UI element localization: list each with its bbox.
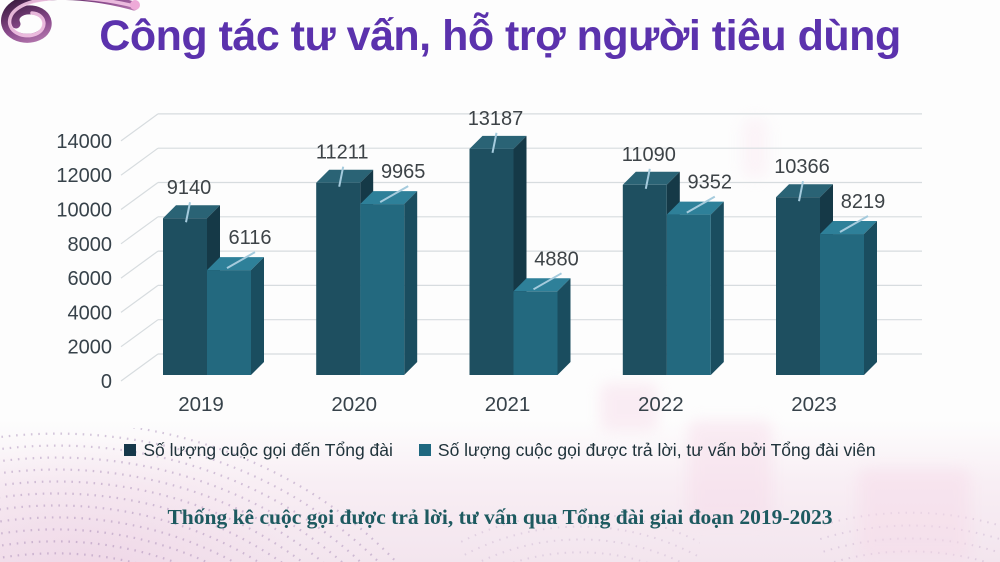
svg-text:2023: 2023 (791, 393, 837, 416)
svg-text:2020: 2020 (331, 393, 377, 416)
legend-item-calls-received: Số lượng cuộc gọi đến Tổng đài (124, 440, 393, 461)
svg-text:10000: 10000 (56, 200, 112, 222)
svg-text:2019: 2019 (178, 393, 224, 416)
svg-text:9965: 9965 (381, 161, 426, 183)
svg-text:6000: 6000 (68, 268, 113, 290)
svg-text:0: 0 (101, 371, 112, 393)
chart-caption: Thống kê cuộc gọi được trả lời, tư vấn q… (167, 505, 833, 529)
svg-text:8000: 8000 (68, 234, 113, 256)
svg-text:2022: 2022 (638, 393, 684, 416)
svg-text:9140: 9140 (167, 177, 212, 199)
svg-text:2000: 2000 (68, 337, 113, 359)
svg-text:6116: 6116 (228, 227, 271, 249)
bar-chart-3d: 0 2000 4000 6000 8000 10000 12000 14000 9140 6116… (56, 108, 922, 416)
page-title: Công tác tư vấn, hỗ trợ người tiêu dùng (99, 12, 901, 60)
svg-text:9352: 9352 (688, 172, 733, 194)
chart-legend: Số lượng cuộc gọi đến Tổng đài Số lượng … (0, 436, 1000, 464)
svg-text:10366: 10366 (774, 156, 830, 178)
svg-text:8219: 8219 (841, 191, 886, 213)
svg-text:11211: 11211 (316, 142, 369, 164)
svg-text:4000: 4000 (68, 302, 113, 324)
watermark-shape (688, 420, 772, 524)
svg-text:14000: 14000 (56, 131, 112, 153)
legend-label: Số lượng cuộc gọi được trả lời, tư vấn b… (437, 439, 876, 460)
watermark-shape (600, 383, 658, 431)
watermark-shape (858, 468, 970, 560)
svg-text:2021: 2021 (485, 393, 531, 416)
svg-text:11090: 11090 (622, 144, 676, 166)
svg-text:13187: 13187 (468, 108, 524, 130)
legend-swatch-dark (124, 444, 137, 456)
svg-text:12000: 12000 (56, 165, 112, 187)
legend-label: Số lượng cuộc gọi đến Tổng đài (143, 439, 393, 460)
legend-swatch-teal (418, 444, 431, 456)
legend-item-calls-answered: Số lượng cuộc gọi được trả lời, tư vấn b… (418, 439, 876, 461)
svg-text:4880: 4880 (534, 248, 579, 270)
